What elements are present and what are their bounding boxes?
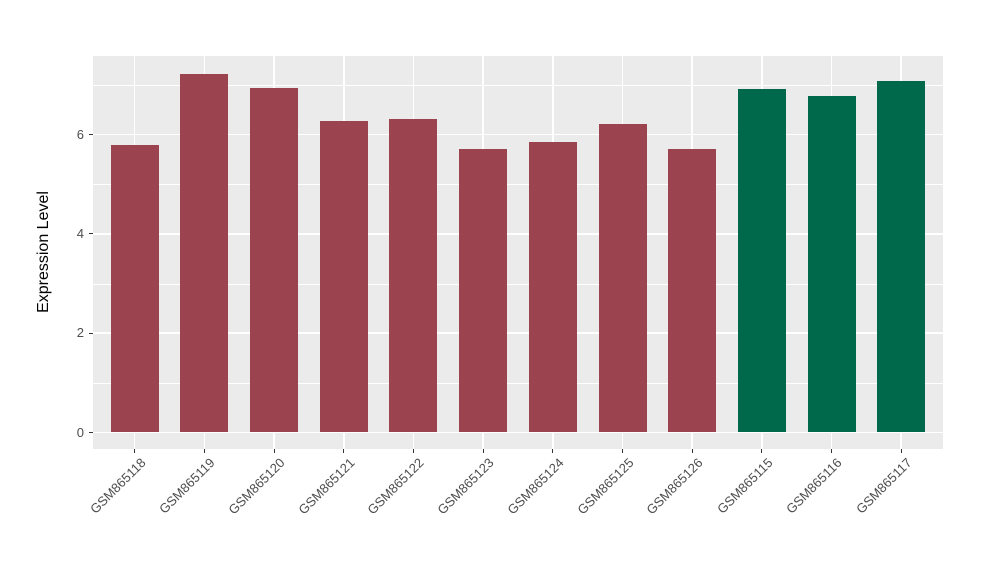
- y-tick-2: [89, 332, 93, 334]
- x-tick-label-text: GSM865122: [364, 455, 428, 518]
- x-tick-label-text: GSM865123: [434, 455, 497, 518]
- x-tick-label-text: GSM865120: [225, 455, 288, 518]
- bar-GSM865122: [389, 119, 438, 433]
- x-tick-GSM865126: [691, 449, 693, 453]
- y-axis-title: Expression Level: [35, 191, 52, 313]
- x-tick-label-text: GSM865126: [643, 455, 706, 518]
- gridline-minor-y-7: [93, 84, 943, 86]
- x-tick-GSM865124: [552, 449, 554, 453]
- y-tick-label-0: 0: [76, 424, 84, 440]
- gridline-minor-y-3: [93, 283, 943, 285]
- x-tick-label-text: GSM865121: [295, 455, 358, 518]
- bar-GSM865117: [877, 80, 926, 433]
- x-tick-GSM865123: [482, 449, 484, 453]
- gridline-major-y-2: [93, 332, 943, 334]
- bar-GSM865123: [459, 148, 508, 433]
- y-tick-label-4: 4: [76, 225, 84, 241]
- x-tick-GSM865121: [343, 449, 345, 453]
- x-tick-label-text: GSM865117: [853, 455, 915, 517]
- bar-GSM865126: [668, 148, 717, 433]
- gridline-minor-y-5: [93, 184, 943, 186]
- bar-GSM865116: [807, 95, 856, 433]
- y-tick-label-6: 6: [76, 126, 84, 142]
- x-tick-label-text: GSM865124: [504, 455, 567, 518]
- x-tick-GSM865122: [412, 449, 415, 453]
- bar-GSM865121: [319, 120, 368, 433]
- x-tick-GSM865125: [621, 449, 624, 453]
- plot-panel: [93, 56, 943, 449]
- x-tick-GSM865118: [134, 449, 136, 453]
- gridline-major-y-0: [93, 431, 943, 434]
- bar-GSM865125: [598, 124, 647, 433]
- x-tick-GSM865115: [761, 449, 763, 453]
- y-tick-label-2: 2: [76, 325, 84, 341]
- x-tick-GSM865116: [830, 449, 833, 453]
- x-tick-GSM865117: [900, 449, 902, 453]
- gridline-minor-y-1: [93, 382, 943, 384]
- bar-GSM865119: [180, 74, 229, 433]
- y-tick-6: [89, 134, 93, 136]
- x-tick-label-text: GSM865118: [86, 455, 149, 517]
- x-tick-GSM865119: [203, 449, 206, 453]
- gridline-major-y-6: [93, 133, 943, 136]
- x-tick-label-text: GSM865119: [156, 455, 219, 517]
- bar-GSM865118: [110, 144, 159, 433]
- bar-GSM865115: [737, 88, 786, 433]
- x-tick-label-text: GSM865116: [783, 455, 846, 517]
- y-tick-4: [89, 233, 93, 235]
- x-tick-GSM865120: [273, 449, 275, 453]
- bar-GSM865120: [250, 88, 299, 433]
- gridline-major-y-4: [93, 233, 943, 235]
- bar-GSM865124: [528, 142, 577, 433]
- x-tick-label-text: GSM865125: [573, 455, 637, 518]
- x-tick-label-text: GSM865115: [713, 455, 776, 517]
- y-tick-0: [89, 431, 93, 434]
